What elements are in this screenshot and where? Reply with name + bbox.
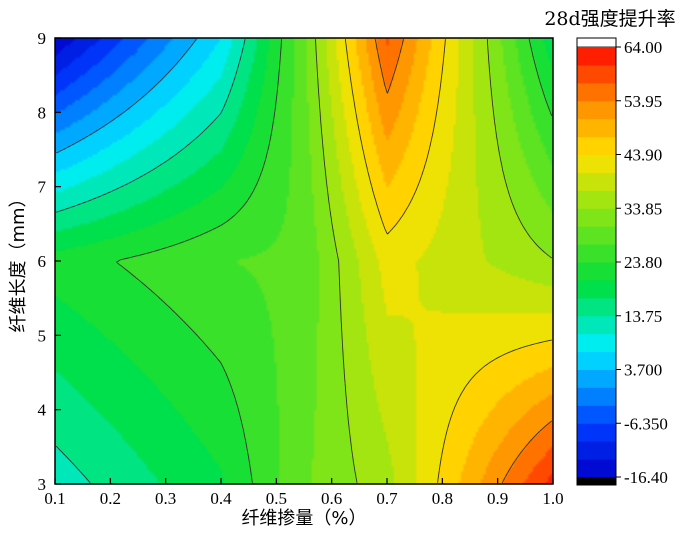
colorbar-tick-label: 33.85 — [624, 199, 662, 218]
x-tick-label: 0.1 — [44, 489, 65, 508]
contour-lines — [55, 38, 553, 484]
colorbar-tick-label: 53.95 — [624, 92, 662, 111]
colorbar-band — [577, 64, 616, 84]
x-tick-label: 0.6 — [321, 489, 342, 508]
x-tick-label: 0.3 — [155, 489, 176, 508]
x-tick-label: 0.4 — [210, 489, 232, 508]
x-tick-label: 0.2 — [100, 489, 121, 508]
x-axis-title: 纤维掺量（%） — [241, 508, 366, 529]
contour-line — [116, 39, 553, 483]
colorbar-tick-label: 43.90 — [624, 146, 662, 165]
colorbar-band — [577, 315, 616, 335]
colorbar-band — [577, 154, 616, 173]
colorbar-band — [577, 333, 616, 353]
colorbar-tick-label: 13.75 — [624, 307, 662, 326]
contour-line — [55, 39, 246, 484]
colorbar-band — [577, 262, 616, 281]
x-tick-label: 0.7 — [376, 489, 398, 508]
colorbar: 64.00 53.95 43.90 33.85 23.80 13.75 3.700 -6.35… — [576, 37, 668, 487]
x-tick-label: 0.9 — [487, 489, 508, 508]
x-tick-label: 1.0 — [542, 489, 563, 508]
x-tick-label: 0.8 — [432, 489, 453, 508]
colorbar-band — [577, 172, 616, 191]
contour-line — [56, 38, 197, 154]
y-axis-title: 纤维长度（mm） — [8, 189, 29, 332]
colorbar-tick-label: -6.350 — [624, 414, 668, 433]
colorbar-band — [577, 190, 616, 209]
y-tick-label: 9 — [38, 29, 47, 48]
colorbar-band — [577, 47, 616, 66]
colorbar-tick-label: -16.40 — [624, 468, 668, 487]
colorbar-tick-label: 64.00 — [624, 38, 662, 57]
colorbar-band — [577, 100, 616, 120]
contour-line — [344, 39, 552, 483]
colorbar-band — [577, 369, 616, 388]
colorbar-overflow-high — [576, 37, 617, 48]
y-tick-label: 4 — [38, 401, 47, 420]
colorbar-band — [577, 423, 616, 442]
colorbar-band — [577, 244, 616, 263]
colorbar-band — [577, 405, 616, 424]
colorbar-band — [577, 82, 616, 102]
colorbar-band — [577, 208, 616, 227]
y-tick-label: 7 — [38, 178, 47, 197]
colorbar-title: 28d强度提升率 — [544, 8, 675, 30]
colorbar-tick-label: 23.80 — [624, 253, 662, 272]
colorbar-band — [577, 459, 616, 478]
plot-area — [55, 38, 553, 484]
y-axis: 3 4 5 6 7 8 9 — [38, 29, 61, 494]
y-tick-label: 6 — [38, 252, 47, 271]
colorbar-band — [577, 279, 616, 299]
y-tick-label: 8 — [38, 103, 47, 122]
contour-fill — [55, 38, 553, 484]
colorbar-band — [577, 118, 616, 138]
x-axis: 0.1 0.2 0.3 0.4 0.5 0.6 0.7 0.8 0.9 1.0 — [44, 478, 564, 508]
colorbar-overflow-low — [577, 477, 616, 485]
contour-line — [374, 39, 553, 484]
colorbar-band — [577, 136, 616, 155]
colorbar-band — [577, 297, 616, 317]
y-tick-label: 3 — [38, 475, 47, 494]
colorbar-band — [577, 351, 616, 370]
x-tick-label: 0.5 — [266, 489, 287, 508]
colorbar-band — [577, 387, 616, 406]
colorbar-tick-label: 3.700 — [624, 361, 662, 380]
y-tick-label: 5 — [38, 326, 47, 345]
contour-line — [315, 39, 553, 483]
colorbar-band — [577, 226, 616, 245]
colorbar-band — [577, 441, 616, 460]
